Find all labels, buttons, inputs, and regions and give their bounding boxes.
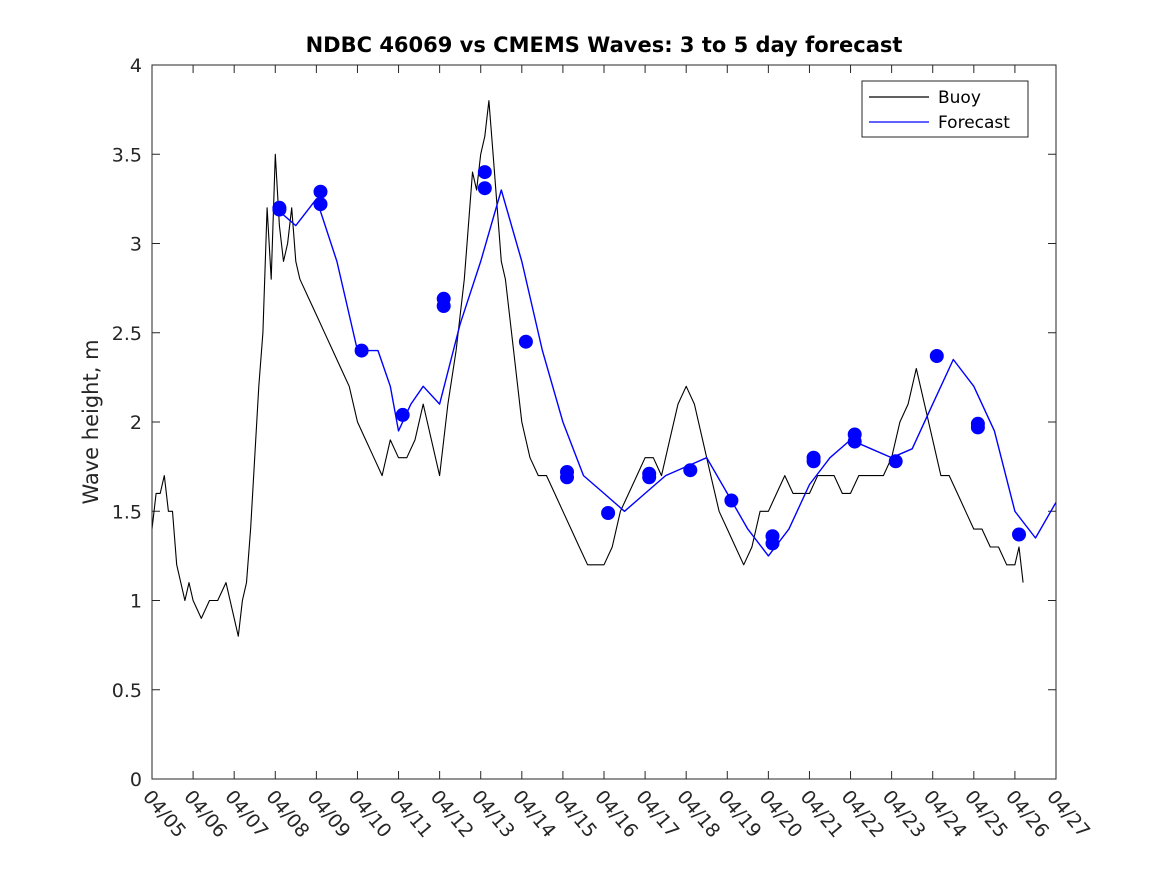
y-tick-label: 1.5 (112, 501, 142, 523)
forecast-marker (929, 349, 944, 363)
forecast-marker (477, 181, 492, 196)
forecast-marker (354, 343, 369, 358)
y-tick-label: 3.5 (112, 144, 142, 166)
forecast-marker (724, 493, 739, 508)
forecast-marker (601, 506, 616, 520)
forecast-marker (847, 434, 862, 449)
series-line-buoy (151, 100, 1024, 637)
forecast-marker (765, 536, 780, 551)
legend: Buoy Forecast (861, 80, 1029, 138)
forecast-markers (272, 165, 1026, 551)
forecast-marker (1012, 527, 1026, 542)
legend-forecast-label: Forecast (938, 113, 1010, 133)
legend-box (861, 80, 1029, 138)
forecast-marker (683, 463, 698, 478)
forecast-marker (313, 197, 328, 212)
y-tick-label: 3 (130, 234, 142, 256)
y-tick-label: 4 (130, 55, 142, 77)
forecast-marker (477, 165, 492, 180)
y-tick-label: 0 (130, 769, 142, 791)
forecast-marker (888, 454, 903, 469)
forecast-marker (518, 334, 533, 349)
plot-area (152, 65, 1056, 779)
chart-title: NDBC 46069 vs CMEMS Waves: 3 to 5 day fo… (306, 33, 903, 57)
series-layer (151, 100, 1057, 637)
forecast-marker (970, 420, 985, 435)
forecast-marker (436, 299, 451, 313)
forecast-marker (313, 184, 328, 199)
plot-frame (151, 64, 1057, 780)
forecast-marker (642, 470, 657, 485)
forecast-marker (806, 454, 821, 469)
forecast-marker (272, 202, 287, 217)
y-tick-label: 2 (130, 412, 142, 434)
forecast-marker (560, 470, 574, 485)
y-tick-label: 1 (130, 591, 142, 613)
y-tick-label: 0.5 (112, 680, 142, 702)
forecast-marker (395, 407, 410, 422)
legend-buoy-label: Buoy (938, 88, 981, 108)
series-line-forecast (274, 189, 1057, 557)
y-axis-ticks: 0 0.5 1 1.5 2 2.5 3 3.5 4 (112, 55, 1056, 791)
y-tick-label: 2.5 (112, 323, 142, 345)
y-axis-label: Wave height, m (79, 339, 103, 504)
